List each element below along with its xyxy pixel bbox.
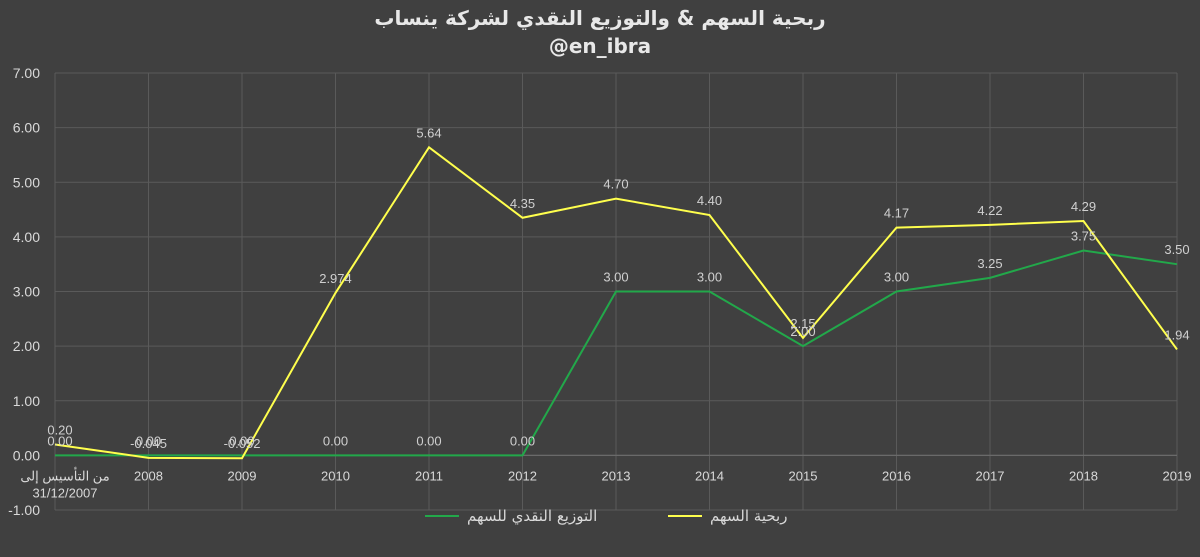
dividend-data-label: 3.00 [603,270,628,285]
y-tick-label: 2.00 [13,338,40,354]
legend-item-dividend: التوزيع النقدي للسهم [425,507,597,525]
chart-title: ربحية السهم & والتوزيع النقدي لشركة ينسا… [374,6,826,30]
dividend-data-label: 0.00 [323,433,348,448]
eps-data-label: 5.64 [416,125,441,140]
y-tick-label: 0.00 [13,447,40,463]
dividend-data-label: 3.00 [884,270,909,285]
dividend-data-label: 0.00 [136,433,161,448]
x-tick-label: 2009 [228,468,257,483]
dividend-data-label: 3.50 [1164,242,1189,257]
chart-subtitle: @en_ibra [548,34,652,58]
dividend-data-label: 0.00 [47,433,72,448]
x-tick-label: 2012 [508,468,537,483]
eps-data-label: 2.15 [790,316,815,331]
eps-line [54,145,1178,460]
y-tick-label: 5.00 [13,174,40,190]
x-tick-label: 2013 [602,468,631,483]
y-tick-label: 4.00 [13,229,40,245]
eps-data-label: 2.974 [319,271,352,286]
legend-label-dividend: التوزيع النقدي للسهم [467,507,598,525]
eps-data-label: 4.35 [510,196,535,211]
legend-item-eps: ربحية السهم [668,507,787,525]
dividend-data-label: 0.00 [229,433,254,448]
eps-data-label: 4.22 [977,203,1002,218]
legend-label-eps: ربحية السهم [710,507,788,525]
eps-data-label: 1.94 [1164,327,1189,342]
data-label-layer: 0.20 -0.045 -0.052 2.974 5.64 4.35 4.70 4.40 2.1… [47,125,1189,451]
x-tick-label: 2015 [789,468,818,483]
eps-data-label: -0.052 [224,436,261,451]
eps-data-label: 4.29 [1071,199,1096,214]
axis-label-layer: 7.00 6.00 5.00 4.00 3.00 2.00 1.00 0.00 -1.00 من … [8,65,1191,518]
x-tick-label: 2010 [321,468,350,483]
y-tick-label: 7.00 [13,65,40,81]
eps-data-label: 4.70 [603,177,628,192]
series-layer [54,145,1178,460]
dividend-line [55,249,1178,457]
legend-swatch-dividend [425,515,459,517]
dividend-data-label: 0.00 [510,433,535,448]
y-tick-label: 3.00 [13,284,40,300]
x-tick-label: 2016 [882,468,911,483]
eps-data-label: 0.20 [47,422,72,437]
y-tick-label: 6.00 [13,120,40,136]
x-tick-label: 2018 [1069,468,1098,483]
x-tick-label: 2019 [1163,468,1192,483]
y-tick-label: 1.00 [13,393,40,409]
dividend-data-label: 3.25 [977,256,1002,271]
dividend-data-label: 0.00 [416,433,441,448]
x-tick-label: من التأسيس إلى 31/12/2007 [20,466,109,500]
eps-data-label: 4.40 [697,193,722,208]
dividend-data-label: 3.75 [1071,229,1096,244]
dividend-data-label: 2.00 [790,324,815,339]
y-tick-label: -1.00 [8,502,40,518]
legend-swatch-eps [668,515,702,517]
eps-data-label: -0.045 [130,436,167,451]
x-tick-label: 2017 [976,468,1005,483]
dividend-data-label: 3.00 [697,270,722,285]
eps-data-label: 4.17 [884,206,909,221]
x-tick-label: 2008 [134,468,163,483]
x-tick-label: 2014 [695,468,724,483]
x-tick-label: 2011 [415,468,443,483]
